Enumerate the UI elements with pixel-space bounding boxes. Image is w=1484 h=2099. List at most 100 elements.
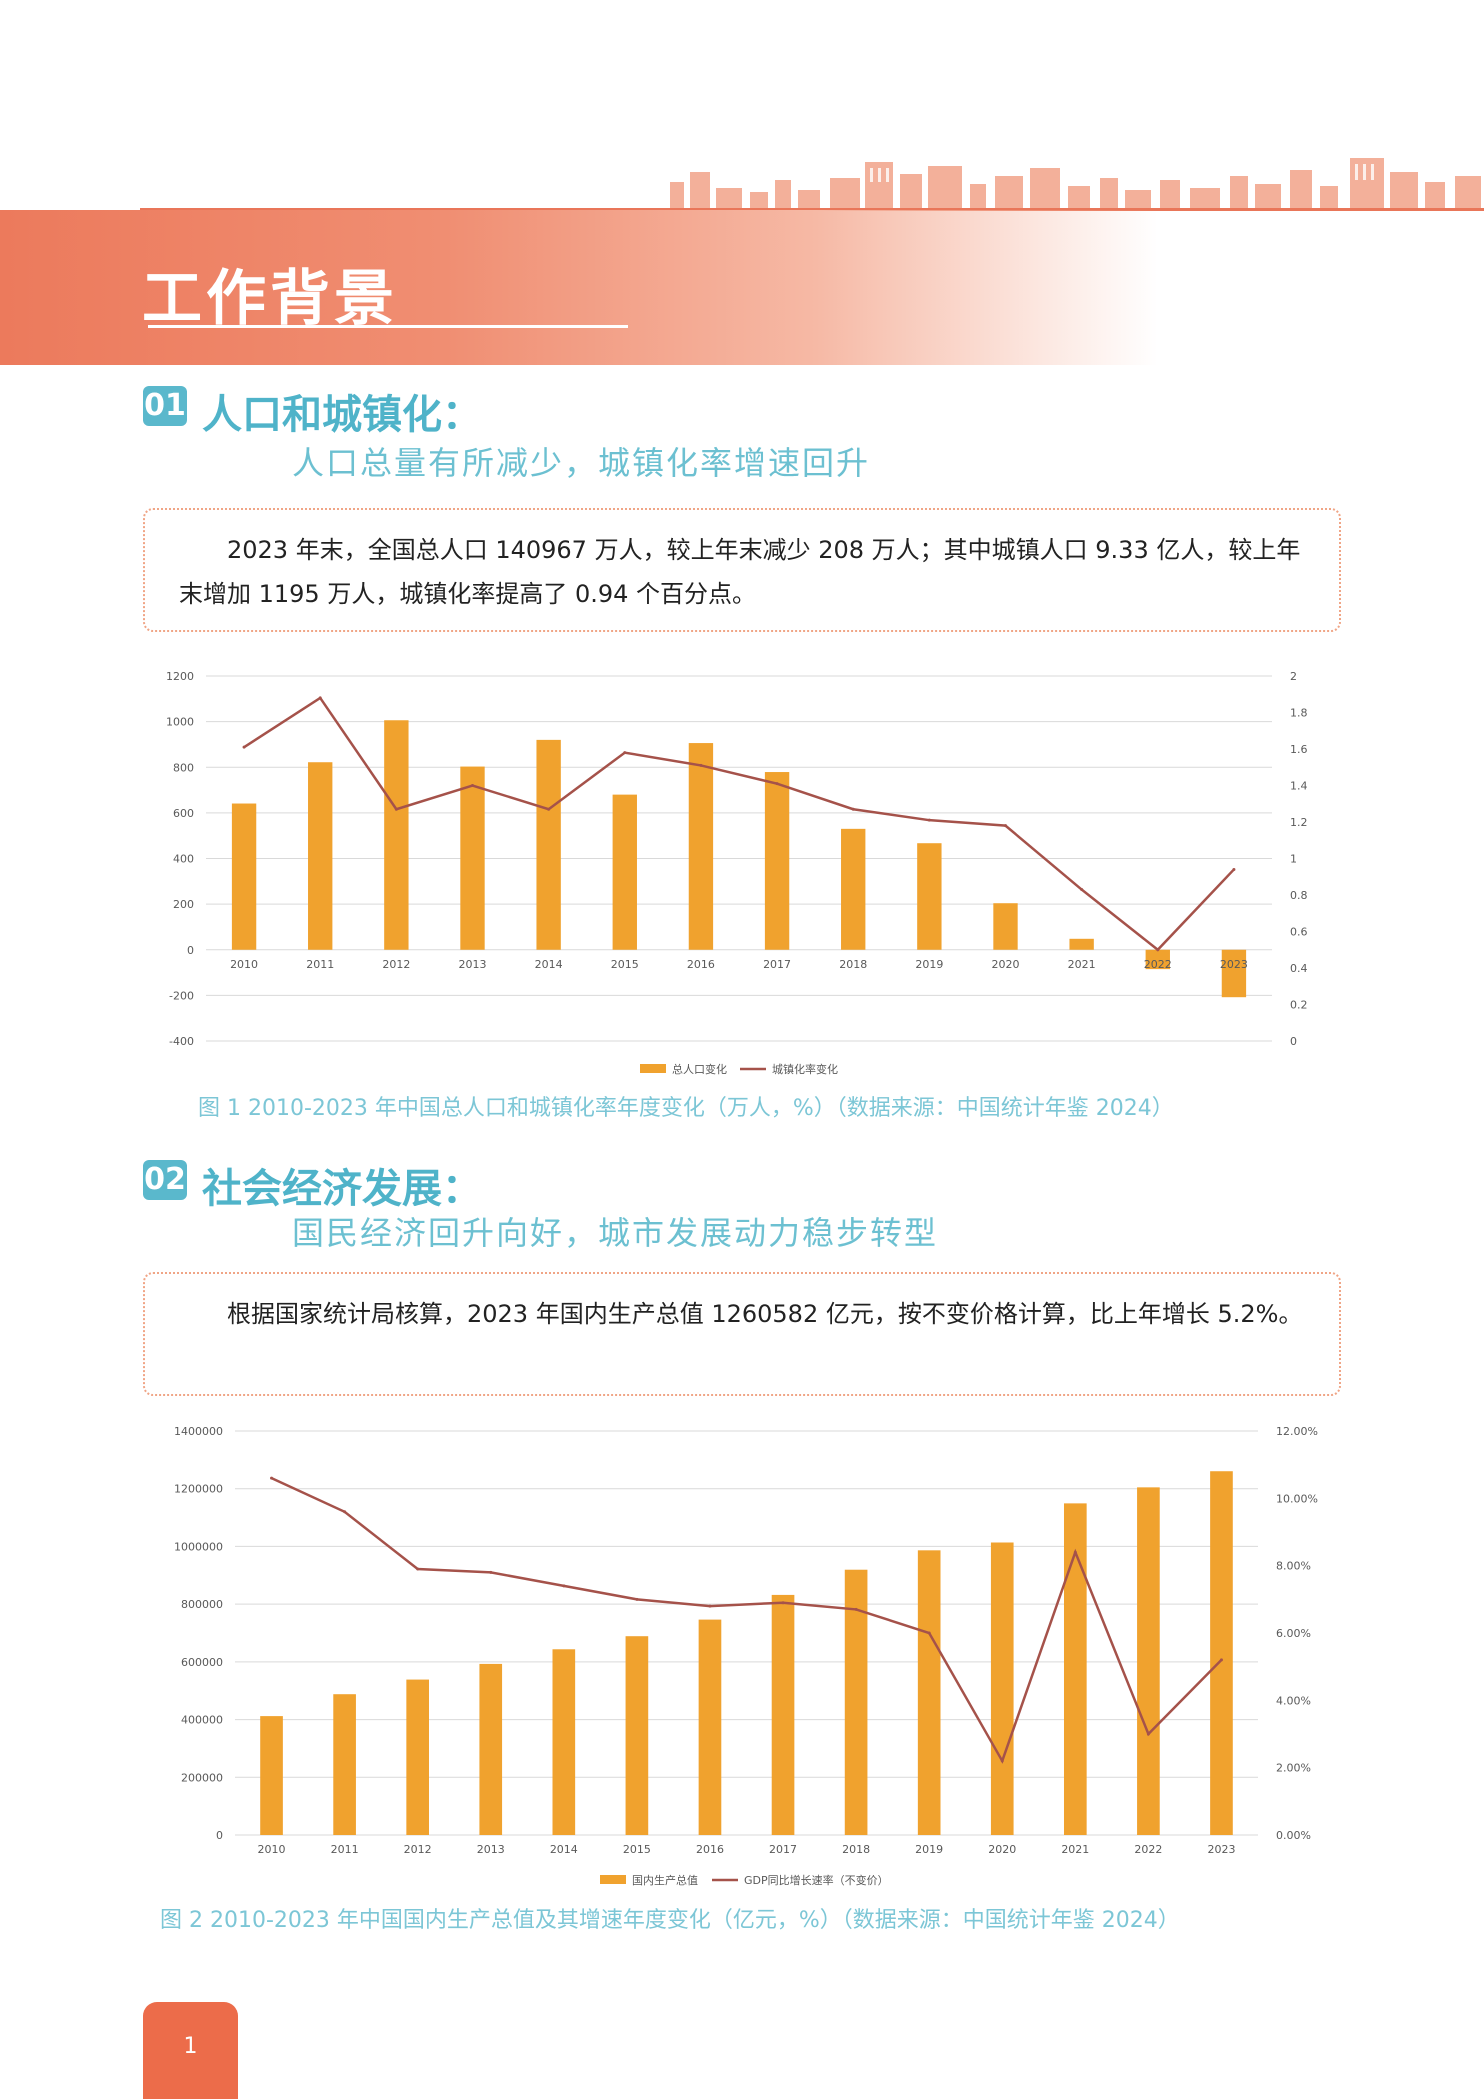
page-number: 1 [143, 2002, 238, 2099]
bar-2010 [231, 803, 257, 950]
x-tick-label: 2011 [331, 1843, 359, 1856]
y-left-tick-label: 1400000 [174, 1425, 223, 1438]
line-series [271, 1476, 1223, 1764]
bar-2012 [406, 1679, 430, 1835]
x-tick-label: 2013 [459, 958, 487, 971]
line-point-2020 [1004, 824, 1007, 828]
line-point-2010 [242, 745, 246, 749]
y-right-tick-label: 1.6 [1290, 743, 1308, 756]
x-tick-label: 2016 [696, 1843, 724, 1856]
line-point-2017 [775, 782, 779, 786]
y-right-tick-label: 0.00% [1276, 1829, 1311, 1842]
bar-2021 [1063, 1503, 1087, 1835]
x-tick-label: 2012 [404, 1843, 432, 1856]
legend-line-label: GDP同比增长速率（不变价） [744, 1873, 889, 1887]
bar-2015 [625, 1636, 649, 1835]
y-right-tick-label: 0.8 [1290, 889, 1308, 902]
bar-2014 [552, 1649, 576, 1835]
line-point-2012 [416, 1567, 420, 1571]
section1-badge: 01 [143, 386, 187, 426]
x-tick-label: 2021 [1068, 958, 1096, 971]
x-tick-label: 2015 [623, 1843, 651, 1856]
x-tick-label: 2014 [535, 958, 563, 971]
banner-underline [148, 325, 628, 328]
line-point-2015 [635, 1597, 639, 1601]
y-right-tick-label: 12.00% [1276, 1425, 1318, 1438]
y-left-tick-label: 600 [173, 807, 194, 820]
y-right-tick-label: 0 [1290, 1035, 1297, 1048]
figure2-caption: 图 2 2010-2023 年中国国内生产总值及其增速年度变化（亿元，%）（数据… [160, 1908, 1180, 1933]
bar-2022 [1137, 1487, 1160, 1835]
x-tick-label: 2017 [769, 1843, 797, 1856]
y-left-tick-label: 600000 [181, 1656, 223, 1669]
line-point-2014 [562, 1584, 566, 1588]
line-series [243, 696, 1235, 952]
legend-bar-label: 总人口变化 [672, 1062, 727, 1076]
bar-2010 [260, 1716, 283, 1835]
x-tick-label: 2014 [550, 1843, 578, 1856]
x-tick-label: 2018 [839, 958, 867, 971]
line-point-2018 [851, 807, 855, 811]
y-left-tick-label: 800000 [181, 1598, 223, 1611]
x-tick-label: 2023 [1220, 958, 1248, 971]
x-tick-label: 2021 [1061, 1843, 1089, 1856]
line-point-2013 [489, 1570, 493, 1574]
line-point-2021 [1073, 1550, 1077, 1554]
y-right-tick-label: 0.2 [1290, 999, 1308, 1012]
bar-2013 [460, 766, 485, 950]
y-right-tick-label: 1.8 [1290, 707, 1308, 720]
bar-2014 [536, 739, 561, 950]
x-tick-label: 2010 [230, 958, 258, 971]
figure1-caption: 图 1 2010-2023 年中国总人口和城镇化率年度变化（万人，%）（数据来源… [198, 1096, 1174, 1121]
x-tick-label: 2016 [687, 958, 715, 971]
x-tick-label: 2012 [382, 958, 410, 971]
section2-body: 根据国家统计局核算，2023 年国内生产总值 1260582 亿元，按不变价格计… [227, 1300, 1303, 1328]
x-tick-label: 2013 [477, 1843, 505, 1856]
x-tick-label: 2023 [1207, 1843, 1235, 1856]
y-right-tick-label: 2.00% [1276, 1762, 1311, 1775]
y-left-tick-label: 200 [173, 898, 194, 911]
y-left-tick-label: 400000 [181, 1714, 223, 1727]
bar-2015 [612, 794, 637, 950]
line-point-2023 [1232, 867, 1236, 871]
bar-2017 [771, 1594, 795, 1835]
x-tick-label: 2017 [763, 958, 791, 971]
bar-2016 [698, 1619, 722, 1835]
bar-2023 [1210, 1471, 1233, 1835]
line-point-2012 [394, 807, 398, 811]
line-point-2021 [1080, 888, 1084, 892]
line-point-2022 [1146, 1732, 1150, 1736]
y-right-tick-label: 2 [1290, 670, 1297, 683]
line-point-2019 [927, 818, 931, 822]
y-left-tick-label: 1200 [166, 670, 194, 683]
bar-2021 [1069, 938, 1094, 950]
chart-population-urbanization: 1200 1000 800 600 400 200 0 -200 -400 2 1.8 1.6 1.4 1… [166, 670, 1308, 1076]
y-left-tick-label: 400 [173, 853, 194, 866]
line-point-2023 [1219, 1658, 1223, 1662]
line-point-2015 [623, 751, 627, 755]
x-tick-label: 2020 [992, 958, 1020, 971]
y-left-tick-label: 800 [173, 761, 194, 774]
bar-2022 [1145, 949, 1170, 970]
y-right-tick-label: 0.6 [1290, 926, 1308, 939]
banner-title: 工作背景 [142, 264, 398, 334]
legend-bar-swatch [640, 1064, 666, 1073]
bar-2017 [764, 772, 790, 950]
chart-gdp-growth: 1400000 1200000 1000000 800000 600000 400000 2… [174, 1425, 1318, 1887]
section2-badge: 02 [143, 1160, 187, 1200]
line-point-2022 [1156, 948, 1160, 952]
y-right-tick-label: 1 [1290, 853, 1297, 866]
line-point-2014 [547, 807, 551, 811]
y-left-tick-label: -400 [169, 1035, 194, 1048]
x-tick-label: 2022 [1144, 958, 1172, 971]
bar-2020 [993, 903, 1018, 950]
bar-2020 [990, 1542, 1014, 1835]
x-tick-label: 2022 [1134, 1843, 1162, 1856]
line-point-2018 [854, 1607, 858, 1611]
line-point-2020 [1000, 1759, 1004, 1763]
y-right-tick-label: 0.4 [1290, 962, 1308, 975]
line-point-2016 [708, 1604, 712, 1608]
section1-title: 人口和城镇化： [202, 392, 482, 438]
legend-line-label: 城镇化率变化 [772, 1062, 838, 1076]
banner-top-line [140, 208, 1484, 211]
